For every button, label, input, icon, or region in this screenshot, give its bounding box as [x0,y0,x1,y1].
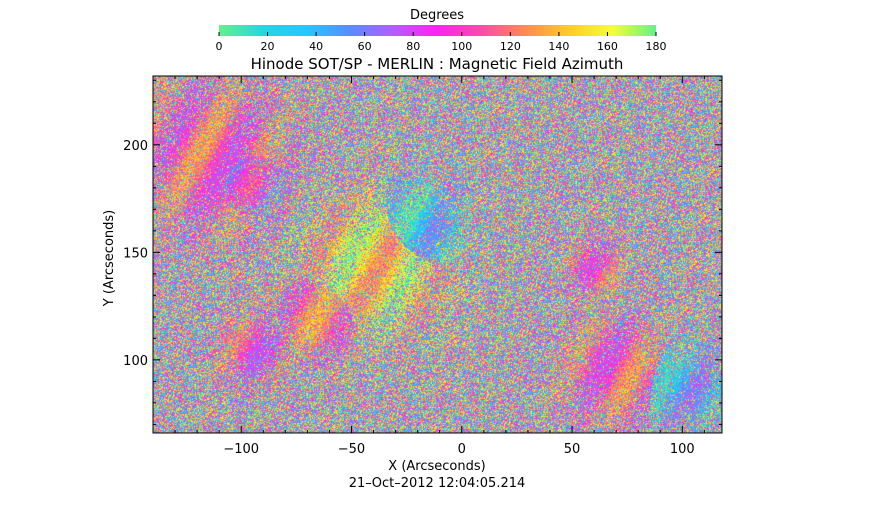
x-tick-label: 50 [564,442,581,457]
plot-frame [152,75,723,434]
x-tick-label: −50 [338,442,365,457]
colorbar-tick-label: 60 [358,40,372,53]
y-axis: 100 150 200 [123,79,722,425]
colorbar-tick-label: 100 [451,40,472,53]
x-tick-label: −100 [223,442,259,457]
colorbar-tick-label: 180 [646,40,667,53]
colorbar-ticks: 0 20 40 60 80 100 120 140 160 180 [216,32,667,53]
colorbar-tick-label: 140 [548,40,569,53]
colorbar-tick-label: 20 [261,40,275,53]
x-tick-label: 100 [670,442,695,457]
y-tick-label: 100 [123,354,148,369]
colorbar [219,25,656,36]
timestamp: 21–Oct–2012 12:04:05.214 [349,476,526,491]
colorbar-tick-label: 120 [500,40,521,53]
y-axis-label: Y (Arcseconds) [102,210,117,307]
y-tick-label: 200 [123,139,148,154]
x-tick-label: 0 [458,442,466,457]
chart-title: Hinode SOT/SP - MERLIN : Magnetic Field … [251,55,624,73]
colorbar-tick-label: 0 [216,40,223,53]
colorbar-label: Degrees [410,8,464,23]
x-axis: −100 −50 0 50 100 [152,76,705,457]
y-tick-label: 150 [123,246,148,261]
colorbar-tick-label: 160 [597,40,618,53]
azimuth-map [153,76,722,433]
x-axis-label: X (Arcseconds) [388,459,485,474]
colorbar-tick-label: 40 [309,40,323,53]
colorbar-tick-label: 80 [406,40,420,53]
